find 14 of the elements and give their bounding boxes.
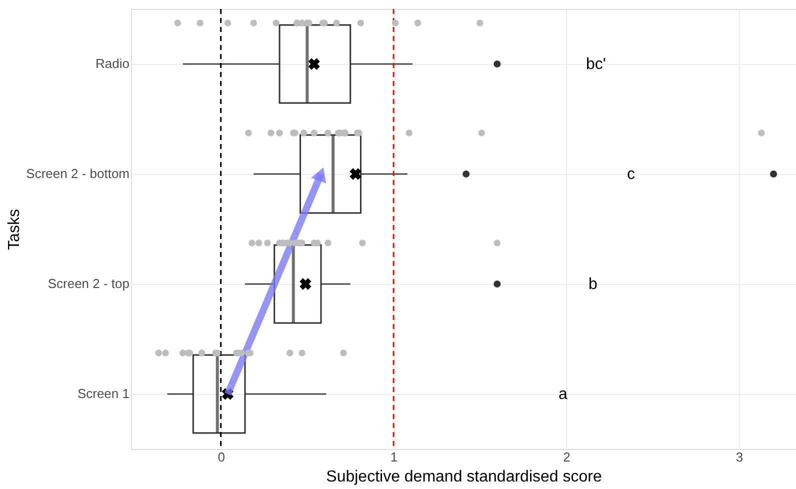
annotation: c	[627, 166, 635, 183]
annotation: b	[588, 276, 598, 293]
y-tick-label: Screen 1	[77, 386, 130, 401]
y-tick-label: Screen 2 - bottom	[26, 166, 130, 181]
x-tick-label: 1	[390, 450, 398, 464]
annotation: bc'	[586, 56, 606, 73]
x-tick-label: 0	[218, 450, 225, 464]
x-tick-label: 2	[563, 450, 570, 464]
y-tick-label: Radio	[96, 56, 130, 71]
annotation: a	[558, 386, 568, 403]
y-axis-title: Tasks	[6, 209, 24, 250]
y-tick-label: Screen 2 - top	[48, 276, 130, 291]
x-tick-label: 3	[736, 450, 744, 464]
x-axis-title: Subjective demand standardised score	[326, 468, 602, 486]
